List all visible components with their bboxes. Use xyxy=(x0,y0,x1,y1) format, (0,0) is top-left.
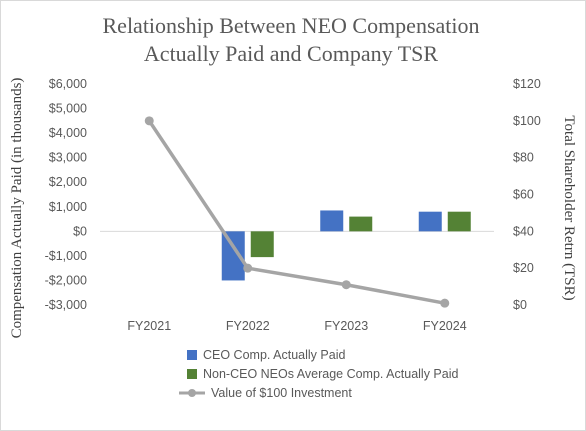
y-tick-label: $5,000 xyxy=(49,102,87,116)
y-tick-label: -$1,000 xyxy=(45,249,87,263)
chart-title-line-1: Relationship Between NEO Compensation xyxy=(103,13,480,38)
y2-tick-label: $20 xyxy=(513,261,534,275)
bar-ceo xyxy=(221,231,245,281)
tsr-line xyxy=(147,119,446,305)
y-tick-label: $0 xyxy=(73,224,87,238)
bar-non-ceo-neo xyxy=(349,216,373,232)
y-tick-label: $6,000 xyxy=(49,77,87,91)
x-tick-label: FY2021 xyxy=(127,319,171,333)
legend-label: Non-CEO NEOs Average Comp. Actually Paid xyxy=(203,367,458,381)
bar-ceo xyxy=(418,211,442,232)
y2-tick-label: $80 xyxy=(513,151,534,165)
y2-tick-label: $120 xyxy=(513,77,541,91)
legend-label: Value of $100 Investment xyxy=(211,386,352,400)
legend-swatch xyxy=(187,350,197,360)
plot-area: -$3,000 -$2,000 -$1,000 $0 $1,000 $2,000 $3,00… xyxy=(45,77,541,333)
legend-swatch xyxy=(187,369,197,379)
tsr-point xyxy=(243,263,253,273)
legend-marker xyxy=(188,389,196,397)
x-tick-label: FY2022 xyxy=(226,319,270,333)
tsr-point xyxy=(341,280,351,290)
y-tick-label: $4,000 xyxy=(49,126,87,140)
bar-non-ceo-neo xyxy=(447,211,471,232)
x-tick-label: FY2024 xyxy=(423,319,467,333)
chart-title-line-2: Actually Paid and Company TSR xyxy=(144,41,438,66)
y2-tick-label: $0 xyxy=(513,298,527,312)
y2-axis-title: Total Shareholder Retrn (TSR) xyxy=(561,115,577,300)
y-tick-label: -$3,000 xyxy=(45,298,87,312)
y-tick-label: $3,000 xyxy=(49,151,87,165)
y2-tick-label: $40 xyxy=(513,224,534,238)
y-axis-title: Compensation Actually Paid (in thousands… xyxy=(9,78,25,339)
y2-tick-label: $100 xyxy=(513,114,541,128)
y-tick-label: -$2,000 xyxy=(45,273,87,287)
bar-ceo xyxy=(320,210,344,232)
legend-label: CEO Comp. Actually Paid xyxy=(203,348,345,362)
tsr-point xyxy=(440,298,450,308)
y-tick-label: $2,000 xyxy=(49,175,87,189)
x-tick-label: FY2023 xyxy=(324,319,368,333)
y2-tick-label: $60 xyxy=(513,188,534,202)
y-tick-label: $1,000 xyxy=(49,200,87,214)
legend: CEO Comp. Actually Paid Non-CEO NEOs Aver… xyxy=(179,348,458,400)
tsr-point xyxy=(144,116,154,126)
bar-non-ceo-neo xyxy=(250,231,274,258)
